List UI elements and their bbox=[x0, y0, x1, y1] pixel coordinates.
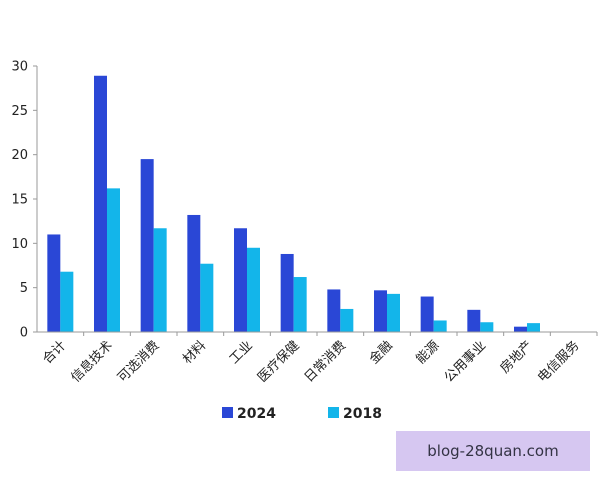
y-axis: 0 5 10 15 20 25 30 bbox=[11, 60, 38, 341]
x-tick-label: 工业 bbox=[227, 338, 256, 367]
x-tick-label: 材料 bbox=[180, 338, 209, 367]
bar-2024 bbox=[187, 214, 201, 332]
x-tick-label: 信息技术 bbox=[68, 338, 116, 386]
bar-2024 bbox=[514, 326, 527, 332]
bar-2024 bbox=[94, 75, 107, 333]
bar-2024 bbox=[374, 290, 387, 332]
bar-2024 bbox=[467, 309, 481, 332]
x-tick-label: 公用事业 bbox=[442, 338, 489, 385]
bar-2024 bbox=[47, 234, 61, 332]
bar-2018 bbox=[293, 277, 307, 332]
bar-2024 bbox=[234, 228, 247, 332]
y-tick-label: 10 bbox=[11, 237, 28, 252]
bar-2018 bbox=[340, 308, 354, 332]
bar-2018 bbox=[107, 188, 120, 332]
x-tick-label: 医疗保健 bbox=[255, 338, 302, 385]
legend-label-2024: 2024 bbox=[237, 406, 276, 422]
x-tick-label: 可选消费 bbox=[115, 338, 162, 385]
y-tick-label: 15 bbox=[11, 193, 28, 208]
bar-2018 bbox=[527, 323, 540, 332]
bar-2018 bbox=[387, 293, 400, 332]
y-tick-label: 25 bbox=[11, 104, 28, 119]
x-tick-label: 日常消费 bbox=[302, 338, 349, 385]
bar-2018 bbox=[200, 263, 214, 332]
x-tick-label: 合计 bbox=[40, 338, 69, 367]
legend-label-2018: 2018 bbox=[343, 406, 382, 422]
bar-2024 bbox=[280, 253, 294, 332]
bar-2024 bbox=[140, 159, 154, 332]
bar-2024 bbox=[420, 296, 434, 332]
x-tick-label: 电信服务 bbox=[534, 338, 582, 386]
bar-2018 bbox=[60, 271, 74, 332]
y-tick-label: 30 bbox=[11, 60, 28, 75]
legend-swatch-2018 bbox=[328, 407, 339, 418]
watermark: blog-28quan.com bbox=[396, 431, 590, 471]
legend: 2024 2018 bbox=[222, 406, 382, 422]
x-tick-label: 房地产 bbox=[497, 338, 536, 377]
bar-2018 bbox=[433, 320, 447, 332]
x-axis: 合计 信息技术 可选消费 材料 工业 医疗保健 日常消费 金融 能源 公用事业 房地产 电信服务 bbox=[37, 331, 598, 386]
bar-2018 bbox=[153, 228, 167, 332]
x-tick-label: 金融 bbox=[366, 338, 396, 368]
bar-2024 bbox=[327, 289, 341, 332]
y-tick-label: 20 bbox=[11, 148, 28, 163]
x-tick-label: 能源 bbox=[413, 338, 442, 367]
y-tick-label: 5 bbox=[20, 281, 28, 296]
y-tick-label: 0 bbox=[20, 326, 28, 341]
legend-swatch-2024 bbox=[222, 407, 233, 418]
bars bbox=[47, 75, 540, 333]
bar-2018 bbox=[247, 247, 260, 332]
bar-2018 bbox=[480, 322, 494, 332]
